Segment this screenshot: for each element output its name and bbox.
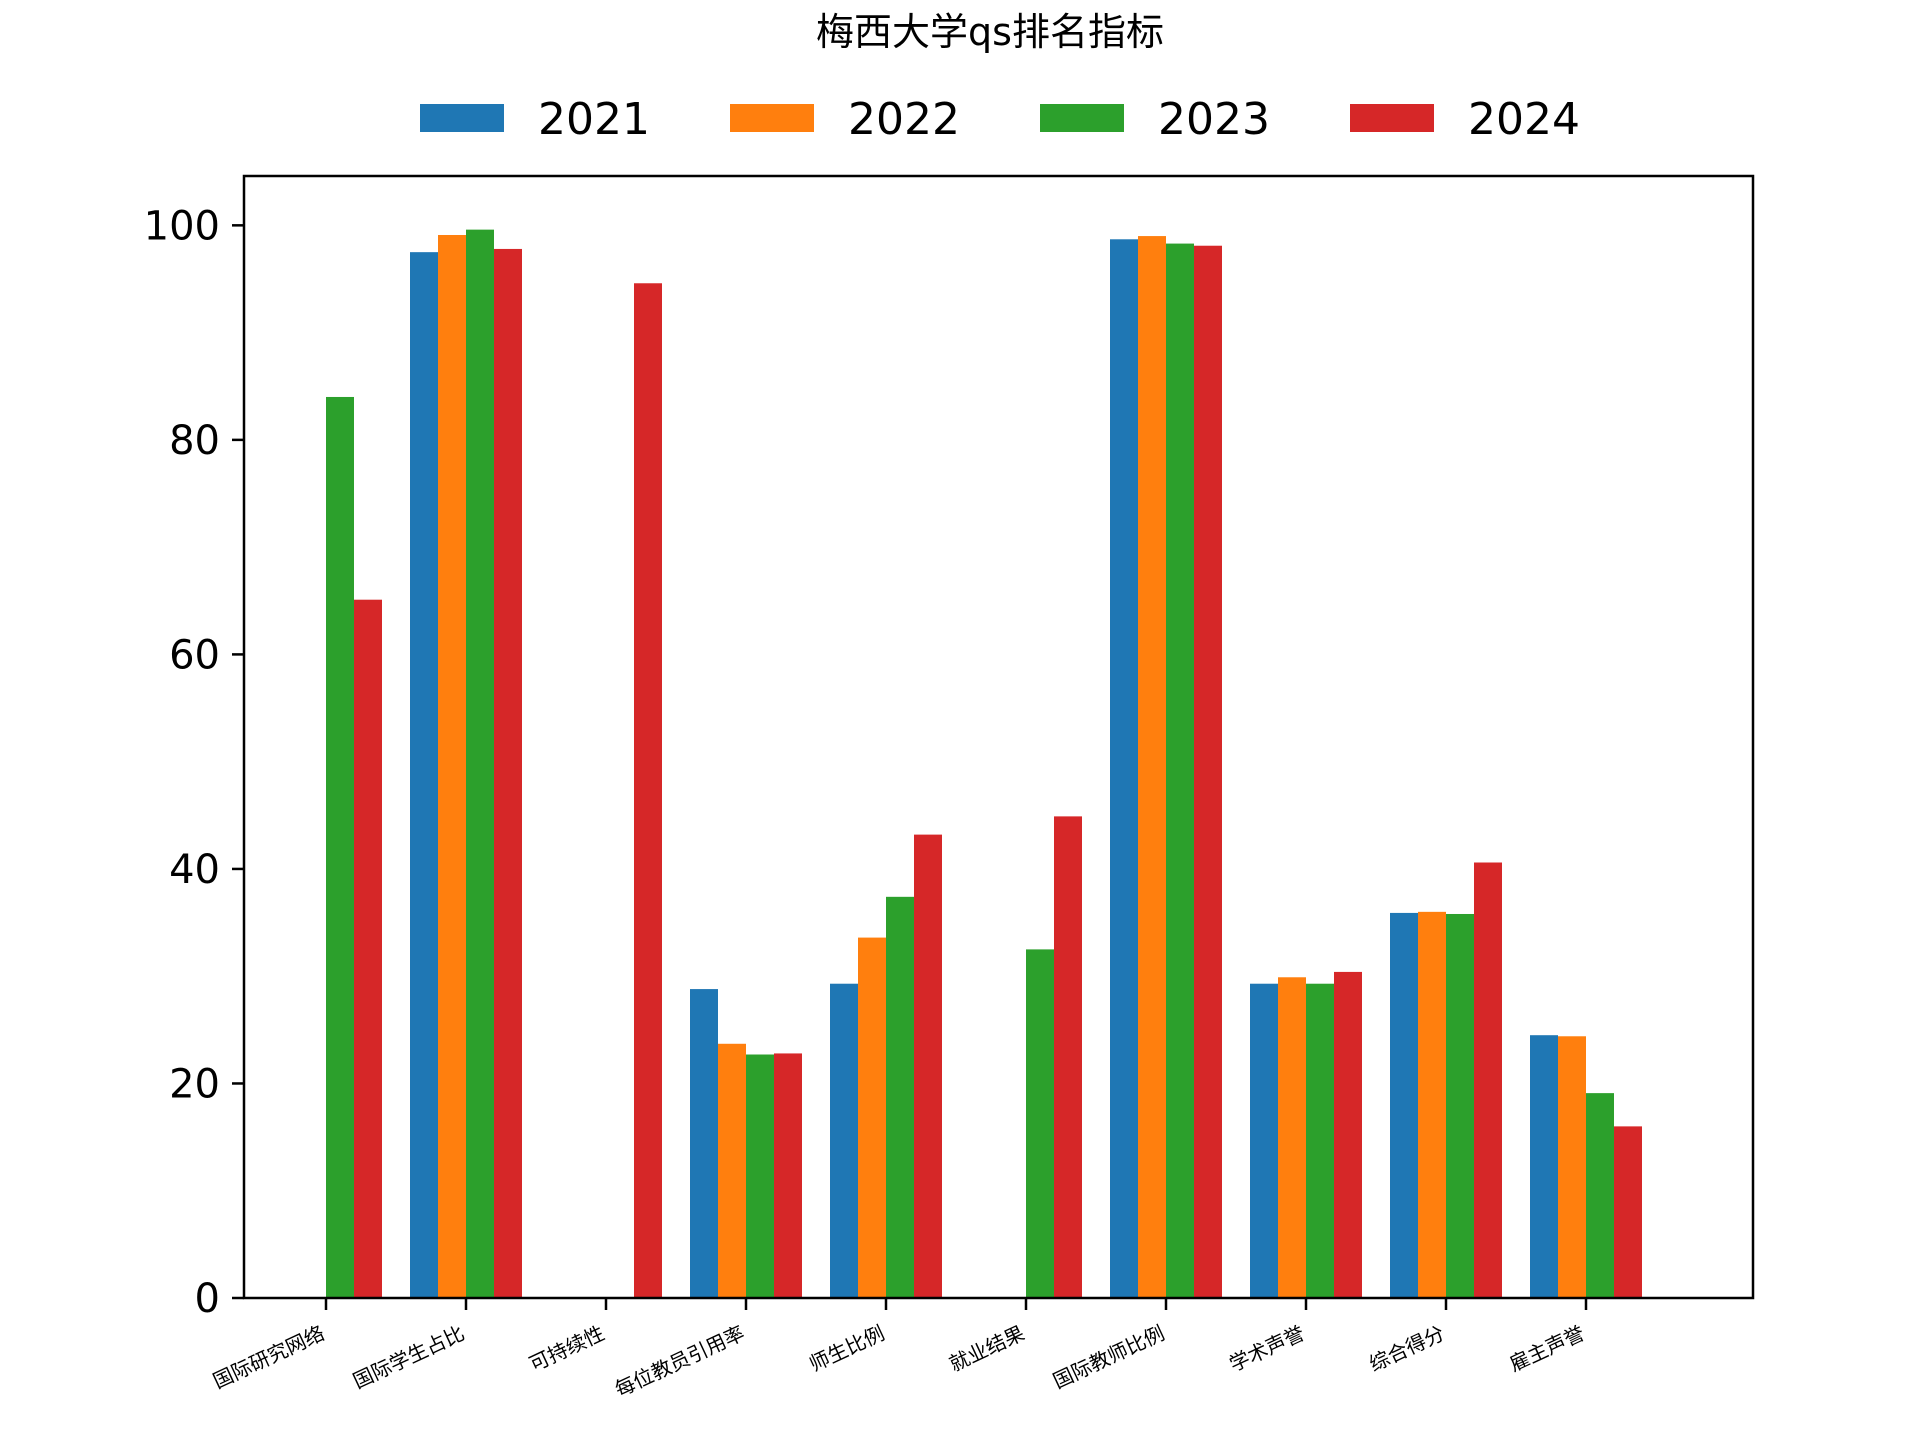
bar-2024-9 <box>1614 1126 1642 1298</box>
bar-2021-7 <box>1250 983 1278 1298</box>
bar-2024-4 <box>914 834 942 1298</box>
legend-swatch-2022 <box>730 104 814 132</box>
bar-2023-9 <box>1586 1093 1614 1298</box>
y-tick-label-100: 100 <box>144 203 220 249</box>
y-tick-label-60: 60 <box>169 632 220 678</box>
bar-2024-6 <box>1194 245 1222 1298</box>
bar-2024-7 <box>1334 971 1362 1298</box>
bar-2023-7 <box>1306 983 1334 1298</box>
bar-2022-6 <box>1138 236 1166 1298</box>
legend-label-2022: 2022 <box>848 94 960 145</box>
bar-2023-6 <box>1166 243 1194 1299</box>
legend-swatch-2024 <box>1350 104 1434 132</box>
bar-2023-0 <box>326 396 354 1298</box>
bar-2022-8 <box>1418 911 1446 1298</box>
legend-label-2023: 2023 <box>1158 94 1270 145</box>
bar-2023-3 <box>746 1054 774 1298</box>
legend-swatch-2021 <box>420 104 504 132</box>
x-tick-label-2: 可持续性 <box>525 1321 608 1377</box>
bar-2021-3 <box>690 989 718 1298</box>
legend-label-2024: 2024 <box>1468 94 1580 145</box>
y-tick-label-0: 0 <box>195 1276 220 1322</box>
bar-2022-4 <box>858 937 886 1298</box>
bar-2021-8 <box>1390 912 1418 1298</box>
x-tick-label-6: 国际教师比例 <box>1049 1321 1168 1393</box>
x-tick-label-0: 国际研究网络 <box>209 1321 328 1393</box>
bar-2023-4 <box>886 896 914 1298</box>
x-tick-label-3: 每位教员引用率 <box>611 1321 748 1402</box>
bars <box>326 229 1642 1299</box>
x-axis: 国际研究网络 国际学生占比 可持续性 每位教员引用率 师生比例 就业结果 国际教师比例 学术声… <box>209 1298 1588 1402</box>
bar-2024-1 <box>494 248 522 1299</box>
legend: 2021 2022 2023 2024 <box>420 94 1580 145</box>
x-tick-label-9: 雇主声誉 <box>1505 1321 1588 1377</box>
bar-2022-7 <box>1278 977 1306 1298</box>
bar-2024-5 <box>1054 816 1082 1298</box>
bar-2023-8 <box>1446 913 1474 1298</box>
x-tick-label-1: 国际学生占比 <box>349 1321 468 1393</box>
y-tick-label-20: 20 <box>169 1061 220 1107</box>
bar-2021-9 <box>1530 1035 1558 1298</box>
bar-2024-3 <box>774 1053 802 1298</box>
bar-2021-1 <box>410 252 438 1299</box>
x-tick-label-4: 师生比例 <box>805 1321 888 1377</box>
plot-frame <box>242 174 1755 1300</box>
y-tick-label-40: 40 <box>169 847 220 893</box>
legend-label-2021: 2021 <box>538 94 650 145</box>
chart-title: 梅西大学qs排名指标 <box>816 10 1164 54</box>
bar-2023-5 <box>1026 949 1054 1298</box>
bar-2024-0 <box>354 599 382 1298</box>
bar-2022-1 <box>438 234 466 1298</box>
y-tick-label-80: 80 <box>169 418 220 464</box>
x-tick-label-5: 就业结果 <box>945 1321 1028 1377</box>
x-tick-label-8: 综合得分 <box>1365 1321 1448 1377</box>
bar-2021-6 <box>1110 239 1138 1298</box>
bar-2023-1 <box>466 229 494 1298</box>
bar-2022-3 <box>718 1043 746 1298</box>
bar-2022-9 <box>1558 1036 1586 1298</box>
x-tick-label-7: 学术声誉 <box>1225 1321 1308 1377</box>
bar-2021-4 <box>830 983 858 1298</box>
bar-2024-2 <box>634 283 662 1299</box>
legend-swatch-2023 <box>1040 104 1124 132</box>
bar-2024-8 <box>1474 862 1502 1298</box>
y-axis: 0 20 40 60 80 100 <box>144 203 244 1322</box>
